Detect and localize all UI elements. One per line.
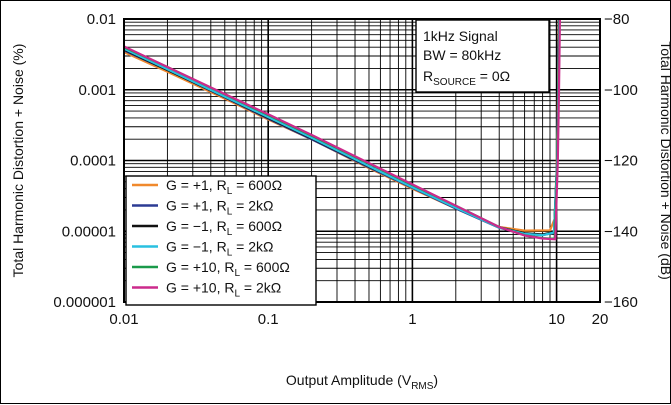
- y-tick-label: 0.000001: [53, 294, 116, 311]
- x-axis-title: Output Amplitude (VRMS): [286, 372, 438, 392]
- y-axis-title: Total Harmonic Distortion + Noise (%): [10, 44, 26, 278]
- annotation-line-1: 1kHz Signal: [423, 28, 498, 44]
- y2-axis-title: Total Harmonic Distortion + Noise (dB): [658, 41, 671, 279]
- annotation-box: 1kHz Signal BW = 80kHz RSOURCE = 0Ω: [416, 20, 549, 92]
- annotation-line-2: BW = 80kHz: [423, 47, 501, 63]
- y-tick-label: 0.001: [78, 82, 116, 99]
- y-tick-label: 0.00001: [62, 223, 116, 240]
- x-tick-label: 0.01: [109, 311, 138, 328]
- x-tick-label: 0.1: [258, 311, 279, 328]
- x-tick-label: 10: [548, 311, 565, 328]
- y2-tick-label: −80: [604, 11, 629, 28]
- y2-tick-label: −140: [604, 223, 638, 240]
- y-tick-label: 0.0001: [70, 153, 116, 170]
- x-tick-label: 20: [592, 311, 609, 328]
- y2-tick-label: −100: [604, 82, 638, 99]
- y2-tick-label: −120: [604, 153, 638, 170]
- x-tick-label: 1: [408, 311, 416, 328]
- y-tick-label: 0.01: [87, 11, 116, 28]
- y2-tick-label: −160: [604, 294, 638, 311]
